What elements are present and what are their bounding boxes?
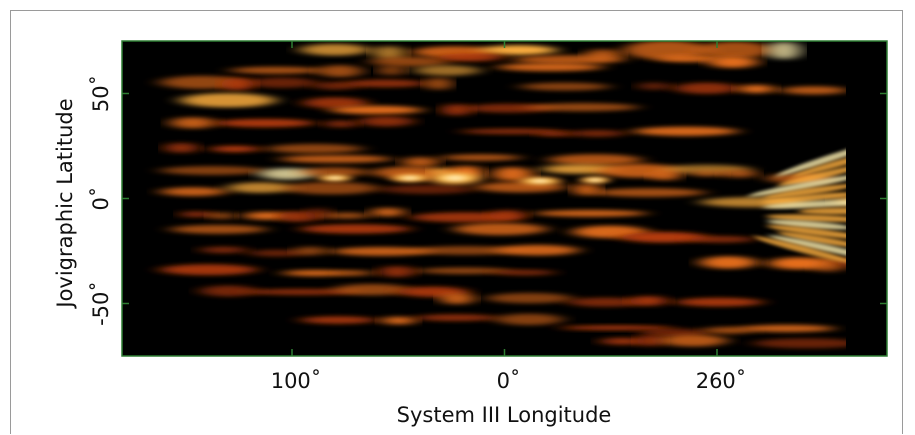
y-axis: 50˚ 0˚ -50˚ [89,75,887,326]
x-axis: 100˚ 0˚ 260˚ [271,41,747,393]
figure-frame [10,10,903,434]
x-tick-label: 100˚ [271,369,322,393]
x-tick-label: 260˚ [696,369,747,393]
y-tick-label: -50˚ [89,281,113,326]
x-tick-label: 0˚ [497,369,521,393]
y-axis-title: Jovigraphic Latitude [53,98,77,309]
heatmap-image [160,41,887,356]
y-tick-label: 0˚ [89,187,113,211]
x-axis-title: System III Longitude [397,403,612,427]
y-tick-label: 50˚ [89,75,113,112]
